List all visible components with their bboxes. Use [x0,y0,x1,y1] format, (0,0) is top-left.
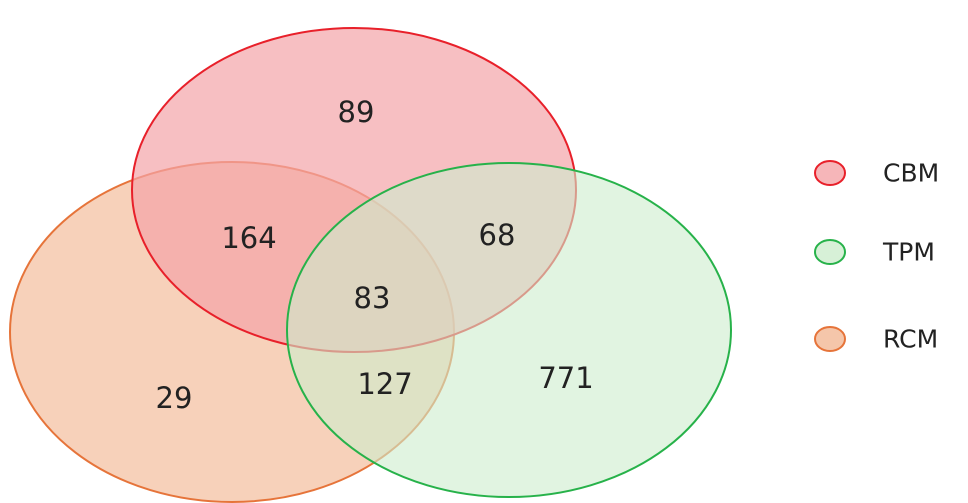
rcm-only-count: 29 [156,381,193,415]
tpm-only-count: 771 [538,361,593,395]
tpm-legend-swatch [814,239,846,265]
tpm-legend-label: TPM [882,238,935,267]
tpm-ellipse [286,162,732,498]
legend-item-tpm: TPM [814,238,935,267]
cbm-rcm-count: 164 [221,221,276,255]
cbm-legend-swatch [814,160,846,186]
rcm-legend-label: RCM [883,325,938,354]
cbm-legend-label: CBM [883,159,939,188]
all-three-count: 83 [354,281,391,315]
cbm-only-count: 89 [338,95,375,129]
legend-item-rcm: RCM [814,325,938,354]
rcm-legend-swatch [814,326,846,352]
legend: CBM TPM RCM [814,159,939,354]
legend-item-cbm: CBM [814,159,939,188]
tpm-rcm-count: 127 [357,367,412,401]
cbm-tpm-count: 68 [479,218,516,252]
